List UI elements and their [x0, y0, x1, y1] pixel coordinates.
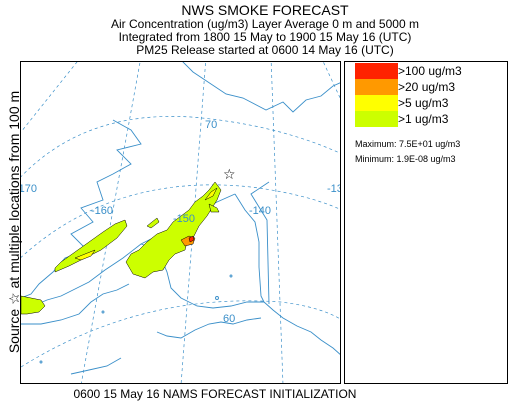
forecast-initialization: 0600 15 May 16 NAMS FORECAST INITIALIZAT… — [73, 387, 357, 401]
lon-label: -160 — [91, 205, 113, 217]
lat-label: 60 — [223, 313, 235, 325]
legend-label: >20 ug/m3 — [398, 80, 456, 94]
smoke-plumes — [21, 181, 222, 315]
legend-swatch — [355, 95, 398, 111]
subtitle-concentration: Air Concentration (ug/m3) Layer Average … — [111, 17, 419, 31]
subtitle-release: PM25 Release started at 0600 14 May 16 (… — [136, 43, 394, 57]
lon-label: -140 — [249, 205, 271, 217]
lat-label: 70 — [205, 119, 217, 131]
subtitle-integration: Integrated from 1800 15 May to 1900 15 M… — [118, 30, 412, 44]
legend-label: >100 ug/m3 — [398, 64, 462, 78]
legend-item: >1 ug/m3 — [355, 111, 505, 127]
legend-panel: >100 ug/m3 >20 ug/m3 >5 ug/m3 >1 ug/m3 M… — [344, 61, 508, 384]
source-star-icon: ☆ — [223, 167, 236, 183]
domain-boundary — [250, 181, 270, 305]
lon-label: -130 — [327, 183, 341, 195]
minimum-value: Minimum: 1.9E-08 ug/m3 — [355, 154, 456, 164]
legend-swatch — [355, 79, 398, 95]
legend-item: >5 ug/m3 — [355, 95, 505, 111]
smoke-map: -170 -160 -150 -140 -130 70 60 ☆ — [20, 61, 341, 384]
legend-swatch — [355, 111, 398, 127]
lon-label: -170 — [21, 183, 37, 195]
legend-label: >1 ug/m3 — [398, 112, 449, 126]
maximum-value: Maximum: 7.5E+01 ug/m3 — [355, 139, 461, 149]
legend-item: >100 ug/m3 — [355, 63, 505, 79]
legend-swatch — [355, 63, 398, 79]
map-grid — [21, 62, 340, 383]
legend-label: >5 ug/m3 — [398, 96, 449, 110]
legend-item: >20 ug/m3 — [355, 79, 505, 95]
lon-label: -150 — [173, 213, 195, 225]
forecast-title: NWS SMOKE FORECAST — [181, 2, 349, 18]
